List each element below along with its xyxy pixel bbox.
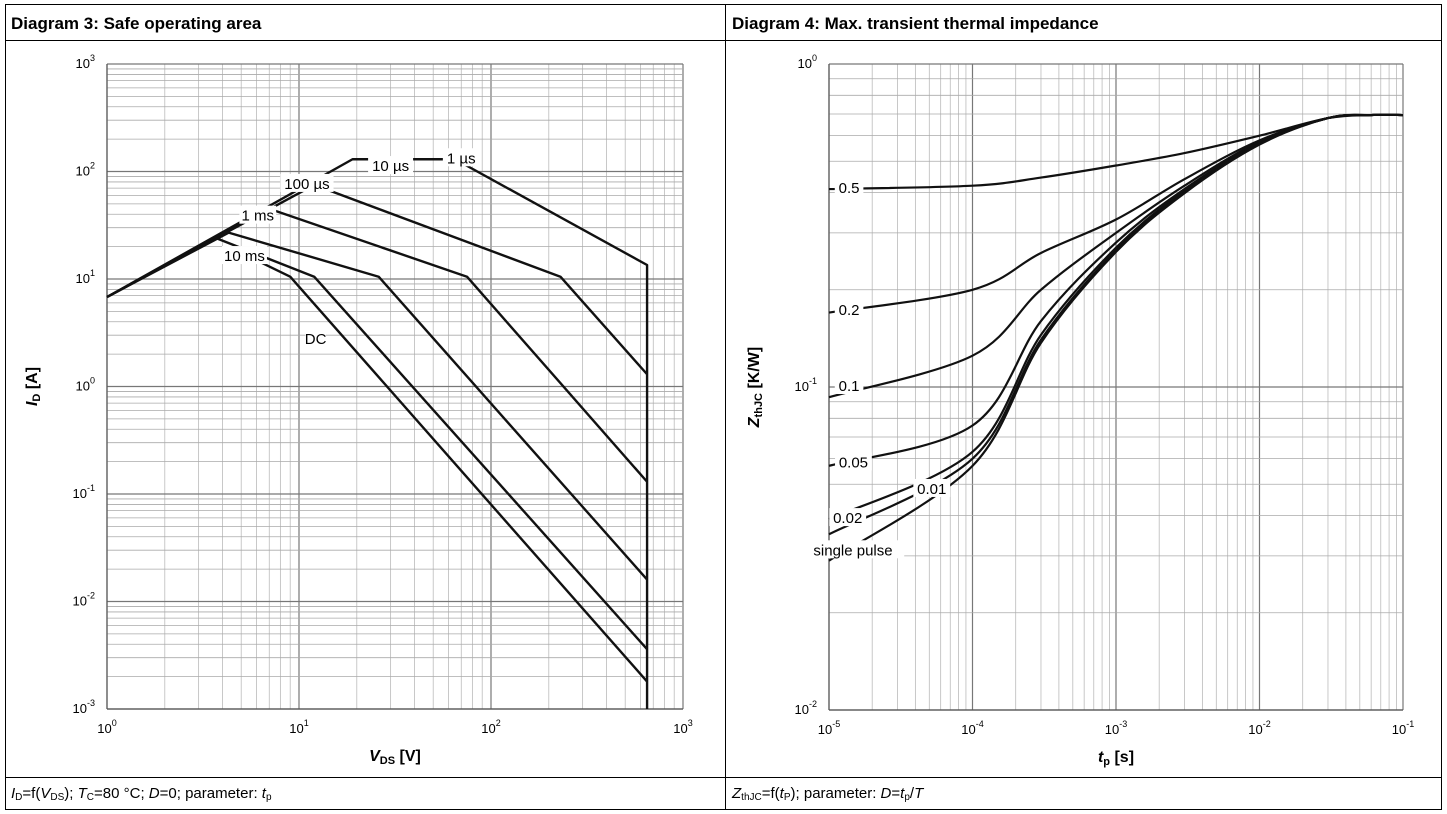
- curve-label: 0.2: [839, 302, 860, 319]
- curve-label: 0.05: [839, 454, 868, 471]
- x-axis-title: VDS [V]: [369, 748, 421, 767]
- curve-label: DC: [305, 331, 327, 348]
- curve-label-bg: [305, 329, 326, 348]
- curve-label: 0.5: [839, 180, 860, 197]
- y-tick-label: 10-3: [73, 698, 95, 716]
- x-tick-label: 10-2: [1248, 719, 1270, 737]
- curve-label-bg: [280, 173, 334, 192]
- y-tick-label: 10-2: [73, 591, 95, 609]
- curve-label: 0.02: [833, 510, 862, 527]
- curve-label: 0.01: [917, 481, 946, 498]
- x-tick-label: 101: [289, 718, 308, 736]
- curve-label-bg: [239, 205, 277, 224]
- curve-label-bg: [835, 452, 872, 471]
- curve-label-bg: [368, 156, 414, 175]
- curve-label-bg: [834, 299, 864, 318]
- y-tick-label: 101: [76, 268, 95, 286]
- x-tick-label: 103: [673, 718, 692, 736]
- series-line-1-ms: [106, 231, 648, 581]
- curve-label: 1 ms: [242, 208, 275, 225]
- x-tick-label: 10-3: [1105, 719, 1127, 737]
- curve-label: 10 ms: [224, 248, 265, 265]
- y-tick-label: 102: [76, 161, 95, 179]
- y-axis-title: ZthJC [K/W]: [746, 347, 765, 428]
- curve-label-bg: [913, 478, 951, 497]
- title-row-divider: [5, 40, 1442, 41]
- y-tick-label: 100: [76, 376, 95, 394]
- curve-label-bg: [834, 178, 864, 197]
- curve-label-bg: [834, 376, 864, 394]
- curve-label-bg: [442, 148, 480, 167]
- curve-label: 0.1: [839, 378, 860, 395]
- x-axis-title: tp [s]: [1098, 749, 1134, 768]
- panel-title-left: Diagram 3: Safe operating area: [11, 14, 262, 33]
- panel-title-right: Diagram 4: Max. transient thermal impeda…: [732, 14, 1099, 33]
- series-line-single-pulse: [828, 113, 1404, 562]
- y-tick-label: 10-1: [73, 483, 95, 501]
- series-line-dc: [240, 251, 648, 683]
- curve-label-bg: [829, 508, 867, 527]
- y-tick-label: 10-2: [795, 699, 817, 717]
- caption-left: ID=f(VDS); TC=80 °C; D=0; parameter: tp: [11, 785, 272, 803]
- chart-2: 10-5 10-4 10-3 10-2 10-1 100 10-1 10-2 tp [s] Zth…: [746, 53, 1414, 768]
- figure-frame: [5, 4, 1442, 810]
- curve-label-bg: [221, 246, 267, 265]
- chart-1: 100 101 102 103 103 102 101 100 10-1 10-2 10-3 VDS …: [24, 53, 693, 767]
- panel-divider: [725, 4, 726, 810]
- curve-label: 1 µs: [447, 150, 476, 167]
- y-tick-label: 103: [76, 53, 95, 71]
- x-tick-label: 10-4: [961, 719, 983, 737]
- y-tick-label: 10-1: [795, 376, 817, 394]
- caption-row-divider: [5, 777, 1442, 778]
- x-tick-label: 10-1: [1392, 719, 1414, 737]
- caption-right: ZthJC=f(tP); parameter: D=tp/T: [732, 785, 924, 803]
- curve-label: 10 µs: [372, 158, 409, 175]
- series-line-1-s: [106, 158, 649, 709]
- x-tick-label: 102: [481, 718, 500, 736]
- x-tick-label: 100: [97, 718, 116, 736]
- x-tick-label: 10-5: [818, 719, 840, 737]
- curve-label: single pulse: [813, 542, 892, 559]
- y-tick-label: 100: [798, 53, 817, 71]
- curve-label-bg: [801, 540, 905, 559]
- y-axis-title: ID [A]: [24, 367, 43, 406]
- curve-label: 100 µs: [284, 176, 329, 193]
